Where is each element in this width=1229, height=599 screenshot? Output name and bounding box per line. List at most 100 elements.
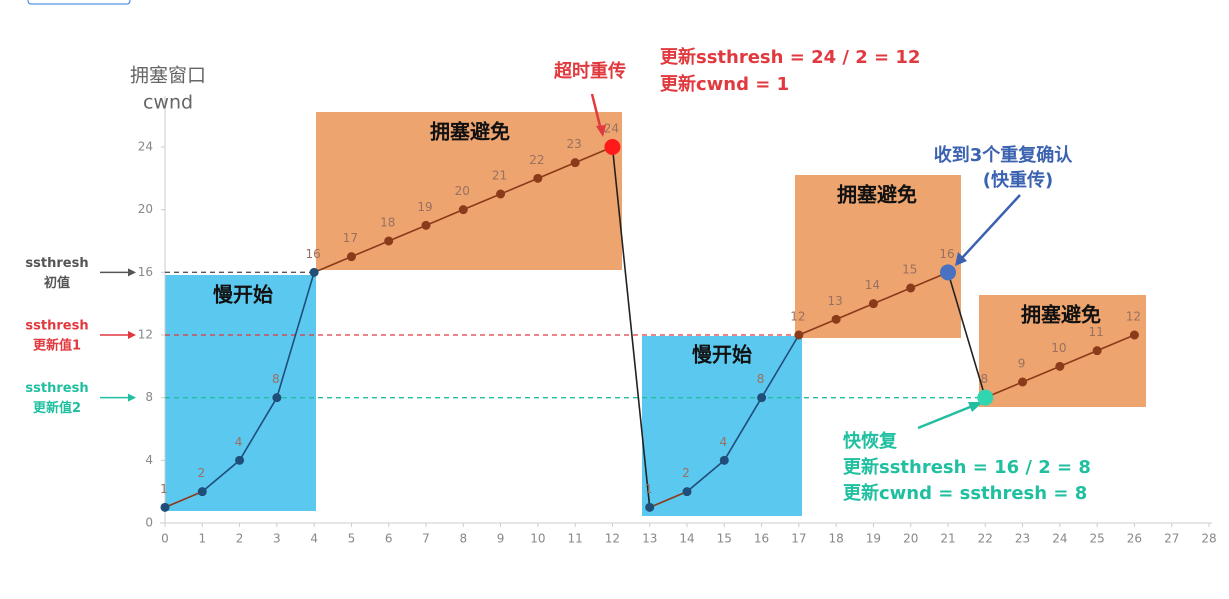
point [831, 314, 841, 324]
annotation: 更新ssthresh = 24 / 2 = 12 [660, 46, 920, 68]
region-label: 拥塞避免 [430, 120, 510, 144]
annotation: 更新cwnd = ssthresh = 8 [843, 482, 1087, 504]
value-label: 17 [343, 231, 358, 245]
point [496, 189, 506, 199]
value-label: 2 [197, 466, 205, 480]
arrow-head [955, 252, 967, 266]
value-label: 8 [757, 372, 765, 386]
annotation: 更新cwnd = 1 [660, 73, 789, 95]
line-segment [500, 177, 539, 195]
x-tick-label: 16 [754, 532, 769, 546]
point [458, 205, 468, 215]
x-tick-label: 17 [791, 532, 806, 546]
x-tick-label: 19 [866, 532, 881, 546]
point [1055, 361, 1065, 371]
region [316, 112, 622, 270]
x-tick-label: 28 [1201, 532, 1216, 546]
y-tick-label: 4 [145, 453, 153, 467]
annotation: (快重传) [983, 169, 1053, 191]
point [272, 393, 282, 403]
point [645, 502, 655, 512]
x-tick-label: 25 [1090, 532, 1105, 546]
point [160, 502, 170, 512]
region-label: 慢开始 [692, 343, 752, 367]
annotation: 收到3个重复确认 [934, 144, 1074, 166]
threshold-label: ssthresh [25, 319, 88, 334]
threshold-label: ssthresh [25, 381, 88, 396]
point [570, 158, 580, 168]
line-segment [1059, 349, 1098, 368]
value-label: 22 [529, 153, 544, 167]
x-tick-label: 3 [273, 532, 281, 546]
point [682, 487, 692, 497]
line-segment [686, 459, 725, 493]
annotation: 快恢复 [843, 430, 898, 452]
value-label: 16 [306, 247, 321, 261]
threshold-label: 更新值1 [33, 338, 81, 354]
x-tick-label: 18 [829, 532, 844, 546]
point [794, 330, 804, 340]
line-segment [760, 334, 800, 399]
point [384, 236, 394, 246]
point [757, 393, 767, 403]
point [346, 252, 356, 262]
x-tick-label: 12 [605, 532, 620, 546]
line-segment [388, 224, 427, 242]
point [197, 487, 207, 497]
y-tick-label: 0 [145, 516, 153, 530]
point [1129, 330, 1139, 340]
line-segment [947, 272, 987, 398]
line-segment [537, 161, 576, 180]
value-label: 23 [567, 137, 582, 151]
value-label: 4 [719, 435, 727, 449]
threshold-label: 初值 [44, 275, 70, 291]
point [906, 283, 916, 293]
line-segment [649, 490, 688, 509]
region [795, 175, 961, 338]
point [533, 173, 543, 183]
x-tick-label: 4 [310, 532, 318, 546]
region-label: 拥塞避免 [1021, 303, 1101, 327]
x-tick-label: 11 [568, 532, 583, 546]
region [642, 336, 802, 516]
line-segment [835, 302, 874, 321]
x-tick-label: 26 [1127, 532, 1142, 546]
x-tick-label: 2 [236, 532, 244, 546]
line-segment [873, 287, 912, 305]
point [309, 267, 319, 277]
x-tick-label: 24 [1052, 532, 1067, 546]
x-tick-label: 14 [679, 532, 694, 546]
value-label: 15 [902, 263, 917, 277]
line-segment [462, 193, 501, 211]
region-label: 拥塞避免 [837, 183, 917, 207]
arrow [917, 403, 976, 430]
line-segment [1022, 365, 1061, 383]
arrow-head [968, 402, 983, 412]
x-tick-label: 22 [978, 532, 993, 546]
x-tick-label: 13 [642, 532, 657, 546]
value-label: 8 [272, 372, 280, 386]
region [165, 275, 316, 511]
x-tick-label: 1 [198, 532, 206, 546]
x-tick-label: 27 [1164, 532, 1179, 546]
threshold-label: 更新值2 [33, 400, 81, 416]
point [421, 220, 431, 230]
x-tick-label: 21 [940, 532, 955, 546]
top-button[interactable] [27, 0, 131, 5]
region-label: 慢开始 [213, 283, 273, 307]
value-label: 20 [455, 184, 470, 198]
x-tick-label: 6 [385, 532, 393, 546]
y-tick-label: 16 [138, 265, 153, 279]
value-label: 16 [939, 247, 954, 261]
value-label: 13 [828, 294, 843, 308]
point [719, 455, 729, 465]
value-label: 12 [790, 310, 805, 324]
line-segment [238, 397, 278, 461]
value-label: 12 [1126, 310, 1141, 324]
y-tick-label: 12 [138, 328, 153, 342]
point [1018, 377, 1028, 387]
line-segment [201, 459, 241, 493]
arrow [590, 93, 603, 131]
y-tick-label: 8 [145, 390, 153, 404]
point [868, 299, 878, 309]
